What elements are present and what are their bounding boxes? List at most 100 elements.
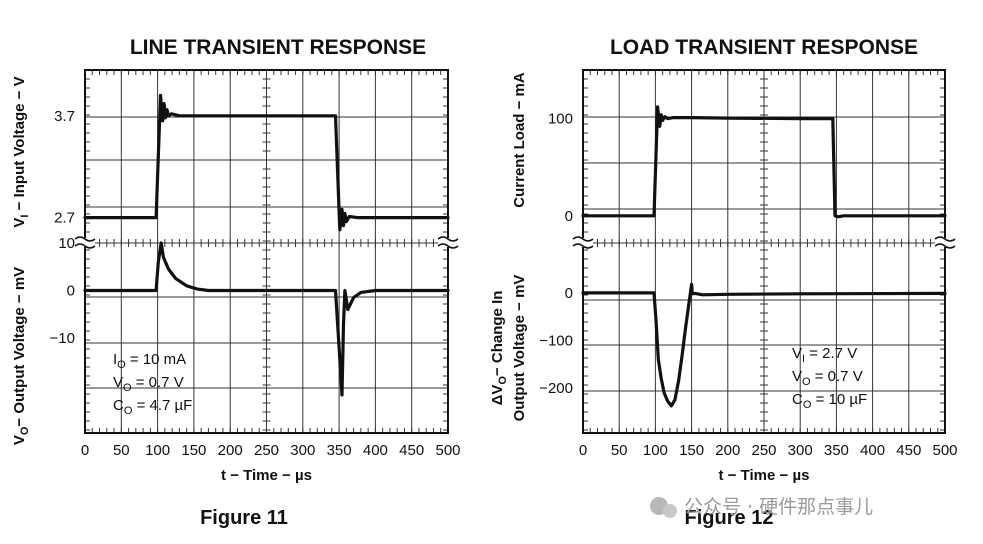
y-axis-label-delta-vo-line1-base: ΔV — [489, 385, 506, 406]
x-tick-label: 0 — [81, 442, 89, 459]
y-axis-label-current-load: Current Load − mA — [511, 72, 528, 208]
axis-break-mask — [935, 238, 955, 247]
x-tick-label: 450 — [399, 442, 424, 459]
x-axis-label: t − Time − µs — [719, 467, 810, 484]
bottom-panel-trace — [83, 241, 450, 397]
y-tick-label: 0 — [67, 283, 75, 300]
annotation-rest: = 0.7 V — [132, 374, 184, 391]
plot-frame — [84, 69, 449, 434]
x-tick-label: 150 — [679, 442, 704, 459]
y-axis-label-delta-vo-line1: ΔVO− Change In — [489, 291, 509, 406]
axis-break-mask — [438, 238, 458, 247]
x-tick-label: 500 — [932, 442, 957, 459]
annotation-rest: = 0.7 V — [811, 368, 863, 385]
y-axis-label-delta-vo-line1-rest: − Change In — [489, 291, 506, 376]
top-panel-trace — [581, 105, 947, 219]
y-tick-label: 0 — [565, 208, 573, 225]
chart-1: LINE TRANSIENT RESPONSE Figure 11 3.7 2.7 10… — [50, 36, 461, 529]
top-panel-trace — [83, 93, 450, 232]
x-tick-label: 300 — [290, 442, 315, 459]
y-axis-label-delta-vo-line1-sub: O — [497, 376, 509, 385]
annotation-sub: O — [117, 359, 126, 371]
axis-break-mark — [572, 243, 594, 249]
axis-break-mark — [74, 236, 96, 242]
axis-break-mark — [74, 243, 96, 249]
x-tick-label: 150 — [181, 442, 206, 459]
x-tick-label: 400 — [860, 442, 885, 459]
x-tick-label: 200 — [715, 442, 740, 459]
annotation-rest: = 2.7 V — [805, 345, 857, 362]
annotation: IO = 10 mA — [113, 351, 186, 371]
annotation: CO = 4.7 µF — [113, 397, 192, 417]
annotation-rest: = 4.7 µF — [132, 397, 192, 414]
x-tick-label: 100 — [643, 442, 668, 459]
chart-title: LINE TRANSIENT RESPONSE — [130, 36, 426, 59]
axis-break-mark — [437, 236, 459, 242]
x-tick-label: 250 — [254, 442, 279, 459]
annotation-sub: I — [802, 353, 805, 365]
figure-label: Figure 11 — [200, 507, 288, 529]
annotation-sub: O — [802, 376, 811, 388]
x-tick-label: 0 — [579, 442, 587, 459]
x-axis-label: t − Time − µs — [221, 467, 312, 484]
x-tick-label: 200 — [218, 442, 243, 459]
y-tick-label: −10 — [50, 330, 75, 347]
watermark: 公众号 · 硬件那点事儿 — [650, 496, 873, 518]
figure-label: Figure 12 — [685, 507, 774, 529]
y-tick-label: 10 — [58, 235, 75, 252]
axis-break-mark — [934, 243, 956, 249]
x-tick-label: 50 — [611, 442, 628, 459]
annotation: VO = 0.7 V — [113, 374, 184, 394]
x-tick-label: 400 — [363, 442, 388, 459]
annotation-sub: O — [803, 399, 812, 411]
y-axis-label-output-voltage-base: V — [11, 435, 28, 445]
annotation-sub: O — [124, 405, 133, 417]
y-tick-label: −200 — [539, 380, 573, 397]
chart-title: LOAD TRANSIENT RESPONSE — [610, 36, 918, 59]
y-axis-label-output-voltage-sub: O — [19, 426, 31, 435]
y-axis-label-input-voltage-rest: − Input Voltage − V — [11, 76, 28, 214]
y-tick-label: 2.7 — [54, 210, 75, 227]
annotation-box — [107, 348, 210, 417]
annotation-base: V — [792, 345, 802, 362]
y-tick-label: −100 — [539, 332, 573, 349]
annotation-base: I — [113, 351, 117, 368]
annotation-rest: = 10 µF — [811, 391, 867, 408]
annotation: CO = 10 µF — [792, 391, 867, 411]
plot-frame — [582, 69, 946, 434]
y-axis-label-input-voltage-base: V — [11, 218, 28, 228]
y-axis-label-output-voltage: VO− Output Voltage − mV — [11, 267, 31, 445]
y-axis-label-input-voltage: VI − Input Voltage − V — [11, 76, 31, 227]
x-tick-label: 250 — [751, 442, 776, 459]
axis-break-mark — [572, 236, 594, 242]
annotation-sub: O — [123, 382, 132, 394]
axis-break-mask — [75, 238, 95, 247]
y-tick-label: 100 — [548, 111, 573, 128]
y-axis-label-output-voltage-rest: − Output Voltage − mV — [11, 267, 28, 427]
x-tick-label: 450 — [896, 442, 921, 459]
annotation-base: V — [113, 374, 123, 391]
y-axis-label-input-voltage-sub: I — [19, 215, 31, 218]
x-tick-label: 350 — [824, 442, 849, 459]
x-tick-label: 500 — [435, 442, 460, 459]
annotation-base: V — [792, 368, 802, 385]
x-tick-label: 350 — [327, 442, 352, 459]
axis-break-mask — [573, 238, 593, 247]
bottom-panel-trace — [581, 282, 947, 408]
x-tick-label: 50 — [113, 442, 130, 459]
annotation: VI = 2.7 V — [792, 345, 857, 365]
annotation-base: C — [113, 397, 124, 414]
wechat-icon-bubble — [663, 504, 677, 518]
y-tick-label: 3.7 — [54, 108, 75, 125]
y-tick-label: 0 — [565, 285, 573, 302]
y-axis-label-delta-vo-line2: Output Voltage − mV — [511, 275, 528, 422]
axis-break-mark — [934, 236, 956, 242]
watermark-text: 公众号 · 硬件那点事儿 — [684, 496, 873, 518]
x-tick-label: 100 — [145, 442, 170, 459]
annotation-base: C — [792, 391, 803, 408]
chart-2: LOAD TRANSIENT RESPONSE Figure 12 100 0 0 −10… — [539, 36, 957, 529]
axis-break-mark — [437, 243, 459, 249]
annotation-rest: = 10 mA — [126, 351, 186, 368]
annotation: VO = 0.7 V — [792, 368, 863, 388]
